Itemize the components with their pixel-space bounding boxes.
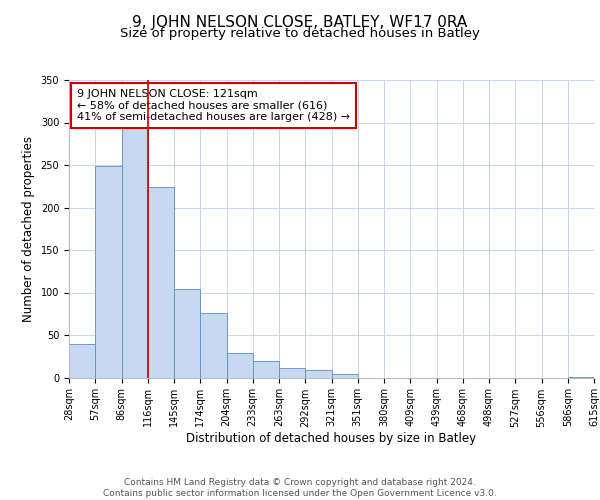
Text: 9 JOHN NELSON CLOSE: 121sqm
← 58% of detached houses are smaller (616)
41% of se: 9 JOHN NELSON CLOSE: 121sqm ← 58% of det… — [77, 89, 350, 122]
Bar — [331, 374, 358, 378]
Bar — [568, 376, 594, 378]
X-axis label: Distribution of detached houses by size in Batley: Distribution of detached houses by size … — [187, 432, 476, 446]
Text: 9, JOHN NELSON CLOSE, BATLEY, WF17 0RA: 9, JOHN NELSON CLOSE, BATLEY, WF17 0RA — [133, 15, 467, 30]
Bar — [69, 344, 95, 378]
Y-axis label: Number of detached properties: Number of detached properties — [22, 136, 35, 322]
Text: Contains HM Land Registry data © Crown copyright and database right 2024.
Contai: Contains HM Land Registry data © Crown c… — [103, 478, 497, 498]
Bar — [95, 166, 121, 378]
Bar — [174, 289, 200, 378]
Text: Size of property relative to detached houses in Batley: Size of property relative to detached ho… — [120, 28, 480, 40]
Bar — [253, 362, 279, 378]
Bar — [200, 313, 227, 378]
Bar — [279, 368, 305, 378]
Bar — [227, 353, 253, 378]
Bar — [121, 128, 148, 378]
Bar — [148, 187, 174, 378]
Bar — [305, 370, 331, 378]
